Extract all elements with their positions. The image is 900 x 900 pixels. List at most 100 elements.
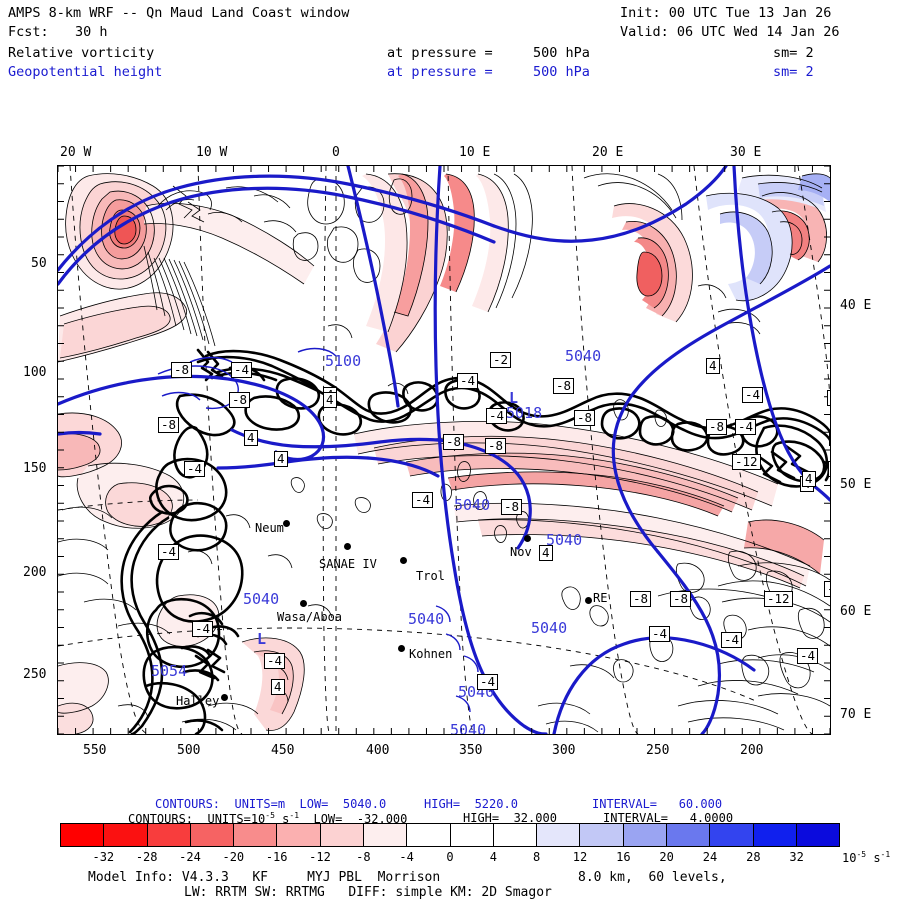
pressure-marker-l: L: [257, 630, 267, 648]
height-label: 5100: [325, 352, 362, 370]
axis-left-label: 250: [23, 667, 47, 682]
vorticity-label: 4: [802, 471, 816, 487]
model-info-line1: Model Info: V4.3.3 KF MYJ PBL Morrison: [88, 870, 441, 885]
vorticity-label: -12: [732, 454, 761, 470]
header-fcst-label: Fcst:: [8, 24, 49, 40]
station-dot: [400, 557, 407, 564]
colorbar-swatch: [277, 824, 321, 846]
colorbar-tick: -28: [135, 850, 158, 864]
vorticity-label: -4: [828, 461, 830, 477]
colorbar-tick: 24: [702, 850, 718, 864]
height-label: 5040: [450, 721, 487, 735]
axis-right-label: 40 E: [840, 298, 872, 313]
vorticity-label: 4: [244, 430, 258, 446]
vorticity-label: 4: [539, 545, 553, 561]
colorbar-tick: -32: [92, 850, 115, 864]
model-info-line2: LW: RRTM SW: RRTMG DIFF: simple KM: 2D S…: [184, 885, 552, 900]
axis-right-label: 50 E: [840, 477, 872, 492]
legend-vort-high: HIGH= 32.000: [463, 811, 557, 825]
colorbar-tick: 16: [616, 850, 631, 864]
legend-height-high: HIGH= 5220.0: [424, 797, 518, 811]
header-field2: Geopotential height: [8, 64, 163, 80]
station-dot: [221, 694, 228, 701]
axis-bottom-label: 350: [459, 743, 483, 758]
station-dot: [398, 645, 405, 652]
colorbar-swatch: [623, 824, 667, 846]
colorbar-swatch: [753, 824, 797, 846]
colorbar-tick: -12: [309, 850, 331, 864]
legend-height-interval: INTERVAL= 60.000: [592, 797, 723, 811]
map-graphics: [58, 166, 830, 734]
station-label: RE: [593, 591, 608, 605]
colorbar-tick: 28: [746, 850, 761, 864]
colorbar-swatch: [580, 824, 624, 846]
vorticity-label: -8: [501, 499, 523, 515]
axis-right-label: 60 E: [840, 604, 872, 619]
height-label: 5040: [531, 619, 568, 637]
station-label: Trol: [416, 569, 445, 583]
colorbar-swatch: [537, 824, 581, 846]
colorbar-swatch: [234, 824, 278, 846]
height-contours: [58, 166, 830, 734]
vorticity-label: -12: [764, 591, 793, 607]
colorbar-swatch: [363, 824, 408, 846]
vorticity-label: -8: [574, 410, 596, 426]
vorticity-label: 8: [827, 390, 830, 406]
station-label: SANAE IV: [319, 557, 377, 571]
height-label: 5040: [546, 531, 583, 549]
header-field1-pressure: 500 hPa: [533, 45, 590, 61]
graticule: [58, 166, 830, 734]
header-field2-pressure: 500 hPa: [533, 64, 590, 80]
vorticity-label: -8: [553, 378, 575, 394]
height-label: 5040: [243, 590, 280, 608]
legend-vort-prefix: CONTOURS: UNITS=10-5 s-1 LOW= -32.000: [128, 811, 408, 826]
colorbar-swatch: [450, 824, 494, 846]
vorticity-label: -8: [485, 438, 507, 454]
colorbar-swatch: [190, 824, 235, 846]
axis-bottom-label: 450: [271, 743, 295, 758]
vorticity-label: -2: [490, 352, 512, 368]
colorbar[interactable]: [60, 823, 840, 847]
station-dot: [300, 600, 307, 607]
pressure-marker-l: L: [509, 389, 519, 407]
vorticity-label: -8: [670, 591, 692, 607]
colorbar-swatch: [104, 824, 148, 846]
vorticity-label: -8: [229, 392, 251, 408]
colorbar-tick: 8: [533, 850, 541, 864]
axis-left-label: 200: [23, 565, 47, 580]
colorbar-units: 10-5 s-1: [842, 850, 891, 865]
axis-left-label: 150: [23, 461, 47, 476]
vorticity-label: -8: [158, 417, 180, 433]
axis-bottom-label: 550: [83, 743, 107, 758]
map-plot-area[interactable]: Neum SANAE IV Trol Nov RE Wasa/Aboa Kohnen Hall…: [57, 165, 831, 735]
vorticity-label: -4: [830, 650, 831, 666]
colorbar-swatch: [710, 824, 754, 846]
colorbar-swatch: [147, 824, 191, 846]
vorticity-label: -4: [797, 648, 819, 664]
vorticity-label: -4: [721, 632, 743, 648]
colorbar-swatch: [493, 824, 538, 846]
station-label: Nov: [510, 545, 532, 559]
legend-vort-interval: INTERVAL= 4.0000: [603, 811, 734, 825]
header-valid: Valid: 06 UTC Wed 14 Jan 26: [620, 24, 840, 40]
vorticity-label: 4: [274, 451, 288, 467]
colorbar-tick: -8: [356, 850, 371, 864]
colorbar-swatch: [666, 824, 711, 846]
colorbar-tick: -4: [399, 850, 414, 864]
colorbar-tick: 0: [446, 850, 454, 864]
vorticity-label: -4: [412, 492, 434, 508]
vorticity-label: 8: [829, 430, 830, 446]
vorticity-label: -8: [171, 362, 193, 378]
height-label: 5040: [454, 496, 491, 514]
header-field1-sm: sm= 2: [773, 45, 814, 61]
vorticity-label: -8: [824, 581, 830, 597]
vorticity-label: -4: [649, 626, 671, 642]
axis-bottom-label: 300: [552, 743, 576, 758]
colorbar-tick: -16: [265, 850, 288, 864]
axis-left-label: 50: [31, 256, 47, 271]
header-field2-sm: sm= 2: [773, 64, 814, 80]
vorticity-label: 4: [271, 679, 285, 695]
station-label: Neum: [255, 521, 284, 535]
vorticity-label: -4: [231, 362, 253, 378]
header-title: AMPS 8-km WRF -- Qn Maud Land Coast wind…: [8, 5, 350, 21]
